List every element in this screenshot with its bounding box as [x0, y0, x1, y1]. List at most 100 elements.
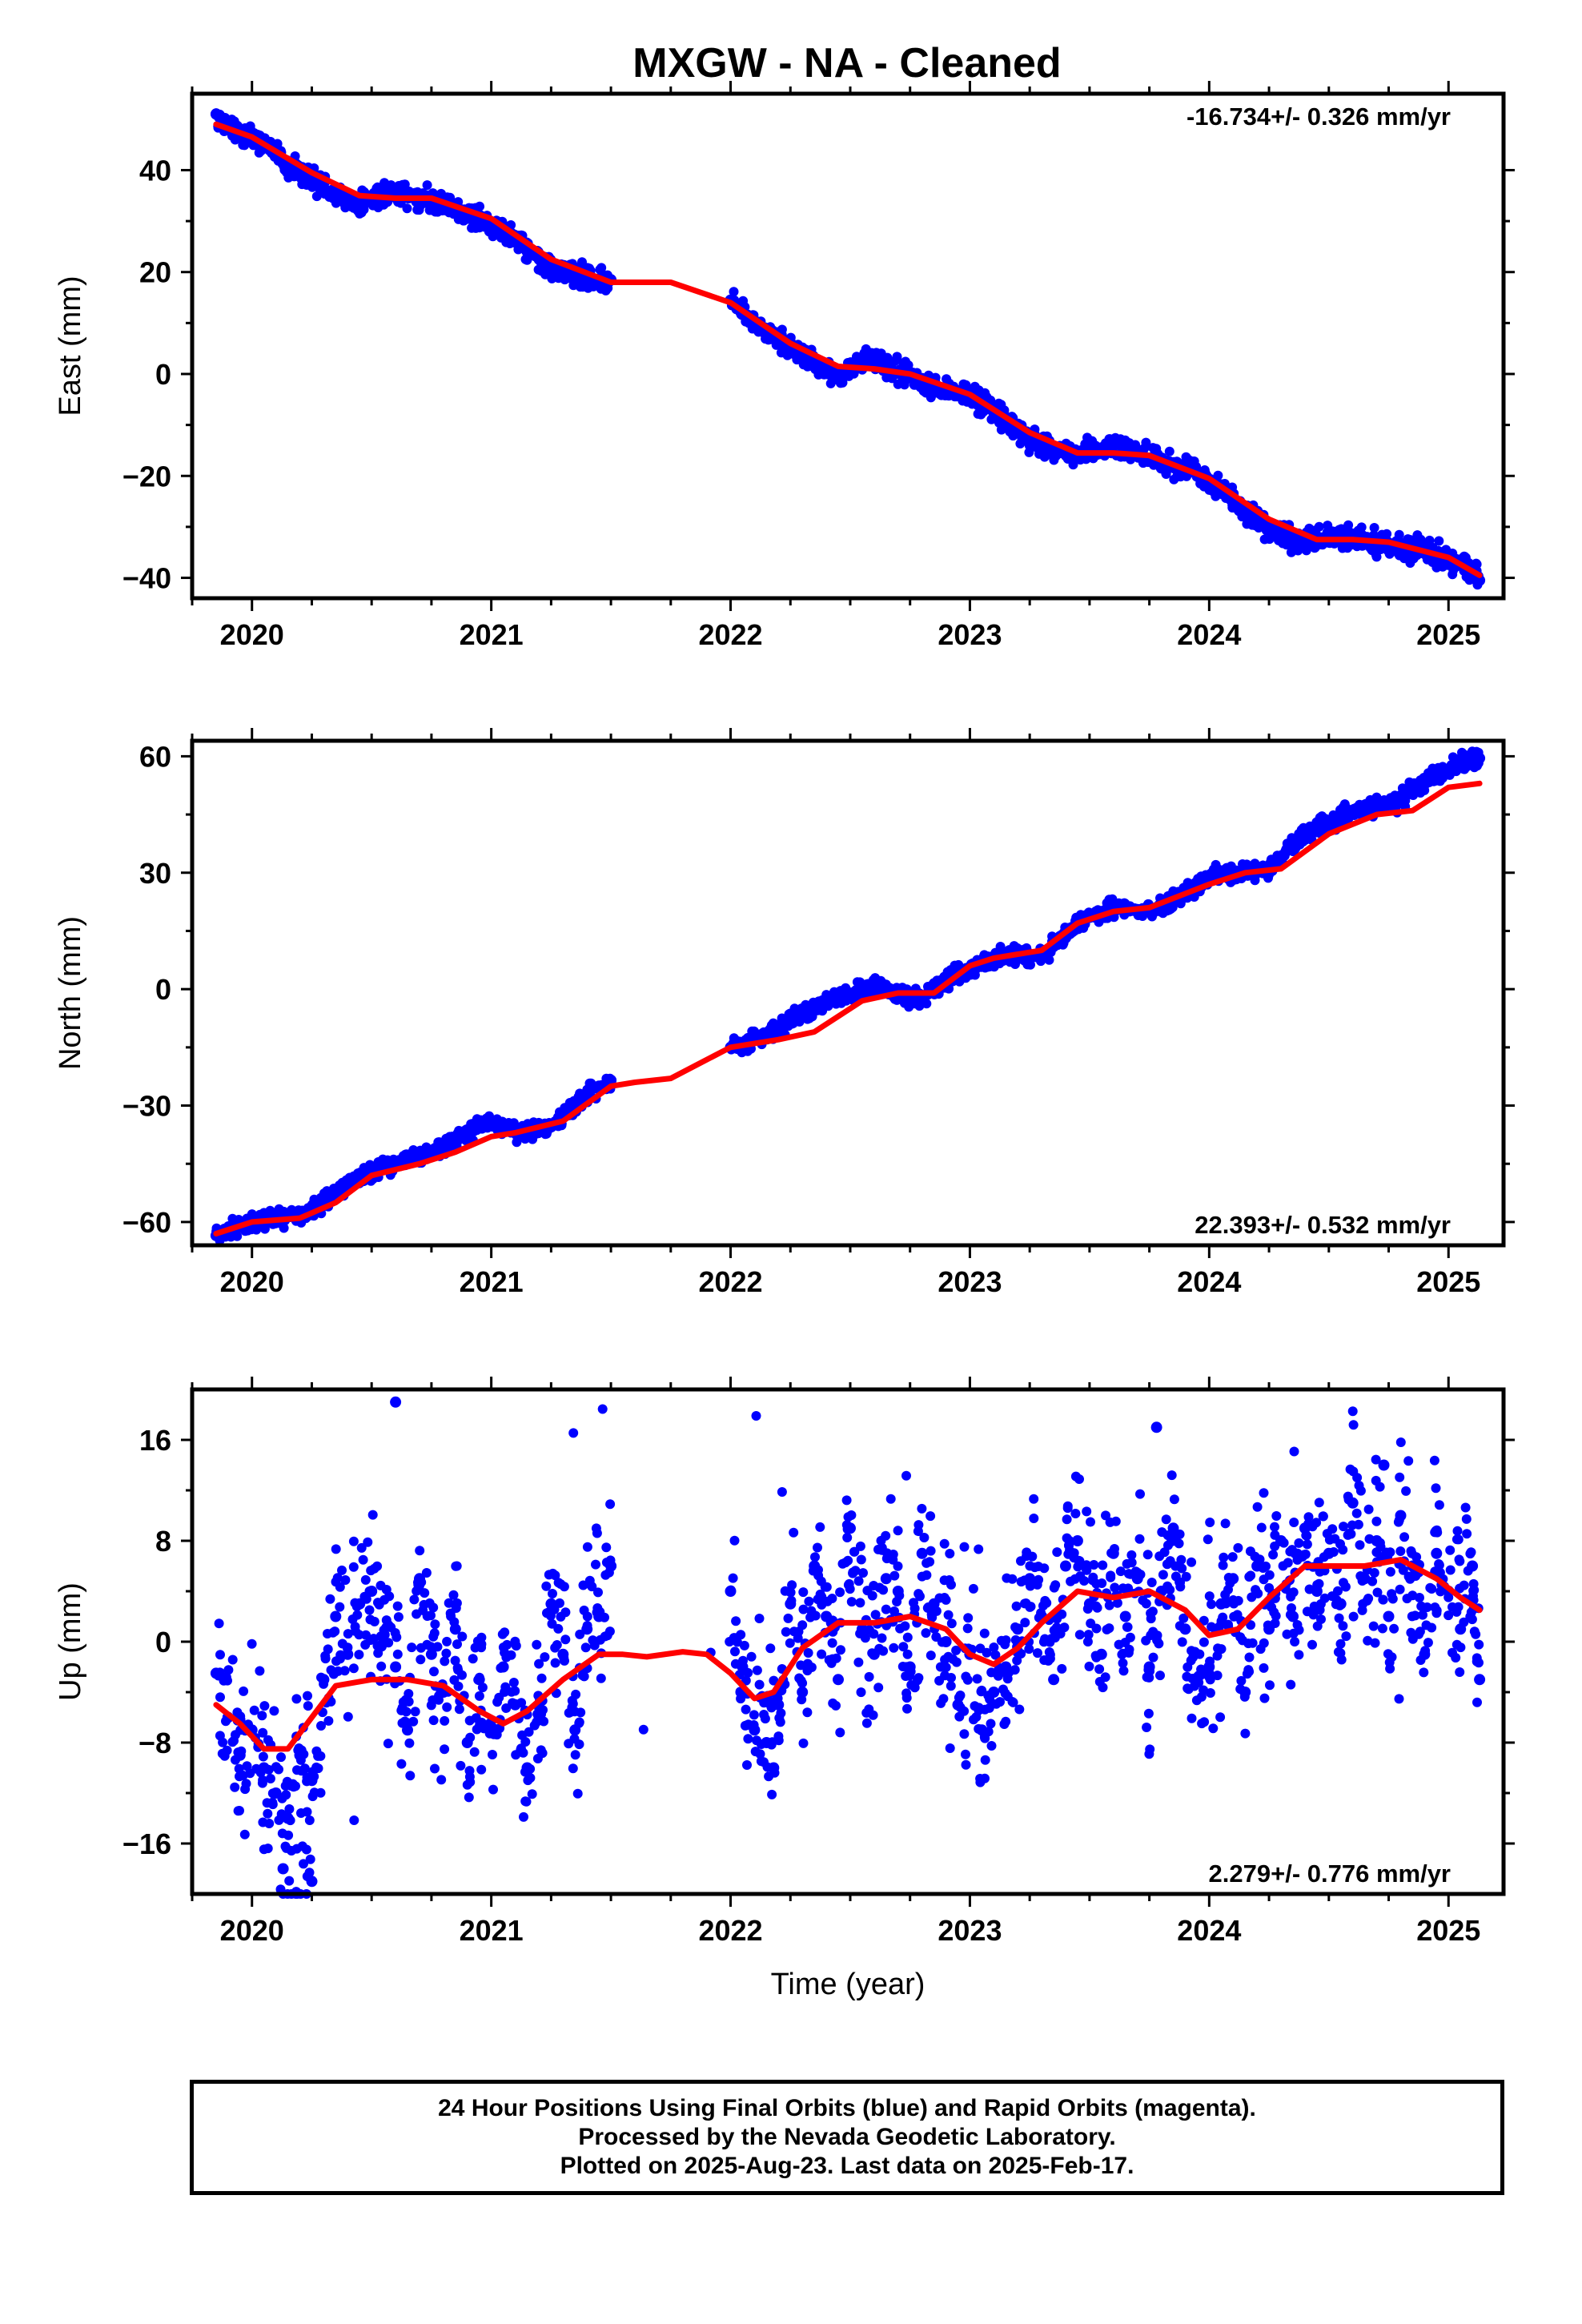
observation-point	[1194, 1671, 1204, 1681]
observation-point	[596, 283, 606, 294]
observation-point	[1007, 1574, 1018, 1584]
observation-point	[360, 1574, 371, 1585]
observation-point	[291, 1781, 300, 1791]
observation-point	[402, 1724, 413, 1736]
observation-point	[1152, 1635, 1162, 1646]
observation-point	[217, 1748, 227, 1759]
observation-point	[265, 1774, 275, 1783]
x-tick-label: 2022	[698, 618, 762, 651]
observation-scatter-east	[211, 108, 1484, 590]
observation-point	[1098, 1683, 1108, 1693]
observation-point	[766, 334, 777, 344]
observation-point	[765, 1643, 776, 1654]
observation-point	[1394, 529, 1404, 540]
observation-point	[316, 1721, 326, 1731]
y-tick-label: 60	[139, 740, 171, 773]
observation-point	[977, 1685, 987, 1695]
observation-point	[990, 1650, 1001, 1660]
observation-point	[944, 1575, 954, 1585]
observation-point	[1383, 1610, 1395, 1622]
observation-point	[1104, 1600, 1114, 1610]
observation-point	[539, 1716, 549, 1727]
observation-point	[869, 1629, 879, 1639]
observation-point	[1024, 1644, 1034, 1655]
observation-point	[1162, 906, 1172, 916]
x-tick-label: 2021	[460, 618, 524, 651]
observation-point	[1288, 835, 1299, 846]
observation-point	[303, 1701, 313, 1711]
observation-point	[1115, 1566, 1126, 1577]
observation-point	[263, 1764, 274, 1775]
observation-point	[902, 1632, 913, 1642]
observation-point	[878, 1646, 889, 1656]
observation-point	[1059, 1622, 1070, 1633]
observation-point	[534, 1659, 544, 1669]
observation-point	[848, 1568, 858, 1578]
observation-point	[343, 1629, 353, 1639]
observation-point	[215, 1650, 225, 1660]
y-axis-label-east: East (mm)	[54, 275, 87, 416]
observation-point	[1074, 1630, 1085, 1640]
observation-point	[335, 1650, 346, 1660]
observation-point	[948, 1654, 958, 1664]
observation-point	[576, 1707, 586, 1718]
observation-point	[441, 1648, 452, 1659]
observation-point	[1162, 1581, 1173, 1591]
observation-point	[323, 1629, 332, 1638]
observation-point	[1027, 1551, 1038, 1562]
observation-point	[899, 380, 909, 390]
observation-point	[477, 1683, 488, 1693]
observation-point	[488, 1750, 497, 1759]
observation-point	[255, 1666, 265, 1676]
observation-point	[926, 1546, 936, 1556]
observation-point	[1108, 437, 1118, 448]
observation-point	[824, 995, 833, 1005]
observation-point	[214, 1618, 224, 1629]
observation-point	[584, 1575, 595, 1586]
observation-point	[741, 1704, 751, 1715]
observation-point	[873, 1544, 883, 1554]
observation-point	[773, 1731, 784, 1742]
observation-point	[1141, 1598, 1151, 1609]
observation-point	[789, 347, 800, 357]
observation-point	[802, 1707, 813, 1718]
observation-point	[548, 1589, 557, 1598]
observation-point	[550, 264, 560, 275]
observation-point	[367, 1510, 378, 1520]
observation-point	[870, 1610, 881, 1620]
observation-point	[810, 1610, 821, 1621]
observation-point	[511, 1641, 521, 1651]
x-tick-label: 2024	[1177, 1265, 1241, 1298]
observation-point	[343, 1711, 353, 1722]
observation-point	[1175, 1577, 1186, 1587]
observation-point	[454, 1125, 464, 1136]
observation-point	[1126, 1558, 1137, 1568]
observation-point	[264, 1819, 275, 1828]
observation-point	[519, 1811, 528, 1822]
observation-point	[1025, 1581, 1035, 1591]
observation-point	[1250, 875, 1260, 886]
observation-point	[420, 1588, 430, 1598]
observation-point	[749, 1710, 759, 1720]
observation-point	[1026, 959, 1035, 970]
observation-point	[946, 1681, 956, 1691]
observation-point	[862, 347, 873, 357]
observation-point	[1181, 1571, 1191, 1582]
observation-point	[1039, 1655, 1050, 1665]
observation-point	[959, 1729, 970, 1739]
y-tick-label: −60	[122, 1206, 171, 1239]
observation-point	[359, 1591, 370, 1602]
observation-point	[1123, 1583, 1134, 1594]
observation-point	[767, 1789, 777, 1799]
observation-point	[907, 994, 917, 1004]
observation-point	[506, 1687, 516, 1697]
observation-point	[1382, 529, 1392, 539]
observation-point	[902, 1703, 912, 1714]
observation-point	[538, 1705, 548, 1715]
observation-point	[835, 1587, 845, 1598]
observation-point	[1228, 1595, 1239, 1605]
observation-point	[881, 1604, 891, 1614]
